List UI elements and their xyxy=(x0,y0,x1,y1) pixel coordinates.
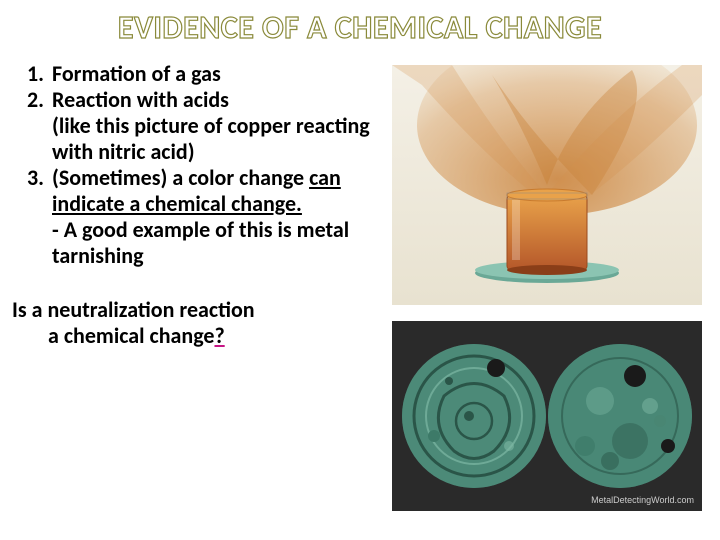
evidence-list: 1. Formation of a gas 2. Reaction with a… xyxy=(12,61,384,269)
list-number: 1. xyxy=(12,61,52,87)
list-subtext: (like this picture of copper reacting wi… xyxy=(12,113,384,165)
question-line2: a chemical change? xyxy=(12,323,384,349)
tarnished-coins-image: MetalDetectingWorld.com xyxy=(392,321,702,511)
list-item: 1. Formation of a gas xyxy=(12,61,384,87)
list-text: Formation of a gas xyxy=(52,61,384,87)
list-text: (Sometimes) a color change can indicate … xyxy=(52,165,384,217)
content-row: 1. Formation of a gas 2. Reaction with a… xyxy=(0,61,720,511)
question-line1: Is a neutralization reaction xyxy=(12,297,384,323)
list-text: Reaction with acids xyxy=(52,87,384,113)
question-mark: ? xyxy=(214,322,224,349)
slide-title: EVIDENCE OF A CHEMICAL CHANGE xyxy=(0,0,720,61)
text-column: 1. Formation of a gas 2. Reaction with a… xyxy=(12,61,392,511)
image-column: MetalDetectingWorld.com xyxy=(392,61,702,511)
title-text: EVIDENCE OF A CHEMICAL CHANGE xyxy=(118,8,602,47)
list-item: 3. (Sometimes) a color change can indica… xyxy=(12,165,384,217)
beaker-reaction-image xyxy=(392,65,702,305)
list-number: 2. xyxy=(12,87,52,113)
list-number: 3. xyxy=(12,165,52,217)
image-watermark: MetalDetectingWorld.com xyxy=(591,495,694,505)
question-text: a chemical change xyxy=(48,322,214,349)
question-block: Is a neutralization reaction a chemical … xyxy=(12,297,384,349)
list-item: 2. Reaction with acids xyxy=(12,87,384,113)
list-subtext: - A good example of this is metal tarnis… xyxy=(12,217,384,269)
list-text-part: (Sometimes) a color change xyxy=(52,164,309,191)
